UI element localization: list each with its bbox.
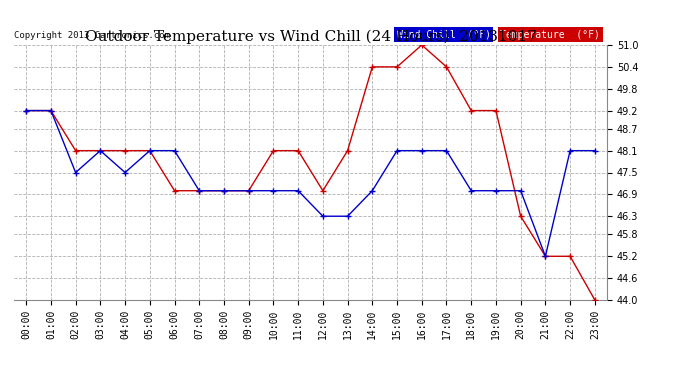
Title: Outdoor Temperature vs Wind Chill (24 Hours)  20131017: Outdoor Temperature vs Wind Chill (24 Ho… xyxy=(85,30,536,44)
Text: Wind Chill  (°F): Wind Chill (°F) xyxy=(397,30,491,40)
Text: Copyright 2013 Cartronics.com: Copyright 2013 Cartronics.com xyxy=(14,31,170,40)
Text: Temperature  (°F): Temperature (°F) xyxy=(500,30,600,40)
